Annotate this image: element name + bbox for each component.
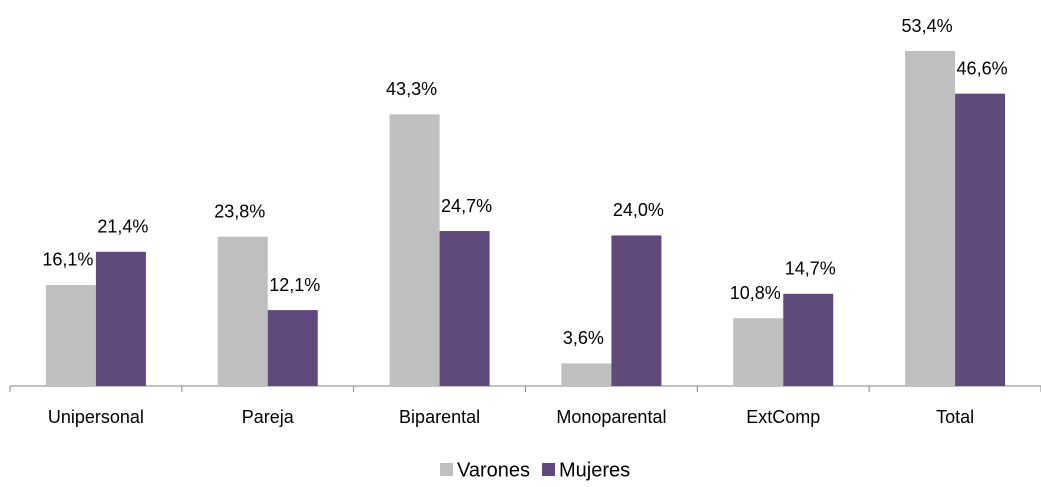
- value-label: 3,6%: [563, 328, 604, 348]
- value-label: 23,8%: [214, 201, 265, 221]
- value-label: 53,4%: [902, 16, 953, 36]
- value-label: 43,3%: [386, 79, 437, 99]
- bar: [45, 284, 96, 386]
- value-label: 14,7%: [785, 259, 836, 279]
- x-tick-label: ExtComp: [746, 407, 820, 427]
- bar: [217, 236, 268, 386]
- value-label: 12,1%: [269, 275, 320, 295]
- bar: [905, 51, 956, 386]
- x-tick-label: Monoparental: [556, 407, 666, 427]
- legend-label: Mujeres: [559, 459, 630, 481]
- x-tick-label: Biparental: [399, 407, 480, 427]
- legend-label: Varones: [457, 459, 530, 481]
- bar: [733, 318, 784, 386]
- value-label: 10,8%: [730, 283, 781, 303]
- bar: [783, 293, 834, 386]
- legend-swatch: [542, 463, 556, 476]
- x-tick-label: Pareja: [242, 407, 295, 427]
- x-tick-label: Total: [936, 407, 974, 427]
- x-tick-label: Unipersonal: [48, 407, 144, 427]
- bar: [611, 235, 662, 386]
- value-label: 46,6%: [957, 58, 1008, 78]
- value-label: 24,7%: [441, 196, 492, 216]
- bar: [267, 310, 318, 386]
- value-label: 16,1%: [42, 250, 93, 270]
- bar: [95, 251, 146, 386]
- bar: [389, 114, 440, 386]
- bar: [955, 93, 1006, 386]
- bar: [561, 363, 612, 386]
- value-label: 24,0%: [613, 200, 664, 220]
- value-label: 21,4%: [97, 216, 148, 236]
- legend-swatch: [440, 463, 453, 476]
- bar: [439, 231, 490, 386]
